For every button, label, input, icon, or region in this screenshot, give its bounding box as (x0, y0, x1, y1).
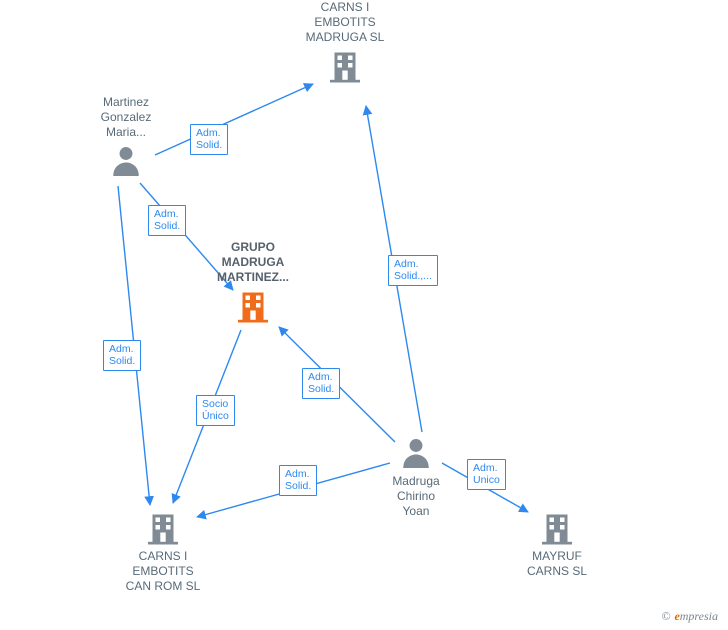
node-carns_madruga[interactable]: CARNS I EMBOTITS MADRUGA SL (290, 0, 400, 87)
person-icon (398, 435, 434, 471)
node-label: Martinez Gonzalez Maria... (101, 95, 152, 140)
copyright-symbol: © (661, 609, 670, 624)
node-mayruf[interactable]: MAYRUF CARNS SL (502, 507, 612, 579)
building-icon (327, 48, 363, 84)
node-label: CARNS I EMBOTITS CAN ROM SL (126, 549, 201, 594)
copyright: © empresia (661, 609, 718, 624)
edge-label-e6[interactable]: Adm. Solid. (302, 368, 340, 399)
node-martinez[interactable]: Martinez Gonzalez Maria... (71, 95, 181, 182)
edge-label-e5[interactable]: Adm. Solid.,... (388, 255, 438, 286)
node-label: CARNS I EMBOTITS MADRUGA SL (306, 0, 385, 45)
edge-label-e1[interactable]: Adm. Solid. (190, 124, 228, 155)
edge-label-e8[interactable]: Adm. Unico (467, 459, 506, 490)
brand-rest: mpresia (680, 609, 718, 623)
building-icon (539, 510, 575, 546)
edge-label-e7[interactable]: Adm. Solid. (279, 465, 317, 496)
node-label: Madruga Chirino Yoan (392, 474, 439, 519)
edge-label-e4[interactable]: Socio Único (196, 395, 235, 426)
node-carns_canrom[interactable]: CARNS I EMBOTITS CAN ROM SL (108, 507, 218, 594)
edge-label-e3[interactable]: Adm. Solid. (103, 340, 141, 371)
node-label: MAYRUF CARNS SL (527, 549, 587, 579)
person-icon (108, 143, 144, 179)
node-grupo_madruga[interactable]: GRUPO MADRUGA MARTINEZ... (198, 240, 308, 327)
building-icon (235, 288, 271, 324)
node-madruga_chirino[interactable]: Madruga Chirino Yoan (361, 432, 471, 519)
node-label: GRUPO MADRUGA MARTINEZ... (217, 240, 289, 285)
edge-label-e2[interactable]: Adm. Solid. (148, 205, 186, 236)
building-icon (145, 510, 181, 546)
